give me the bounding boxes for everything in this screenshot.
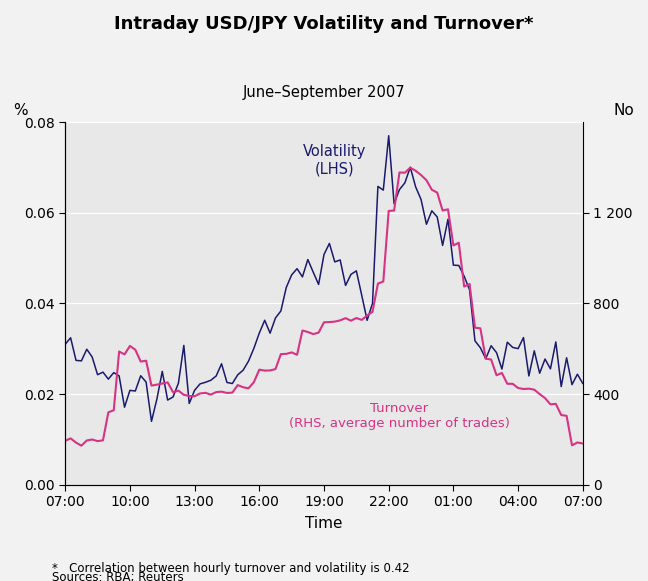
Text: %: %: [14, 103, 28, 119]
Text: Volatility
(LHS): Volatility (LHS): [303, 144, 367, 177]
Text: Intraday USD/JPY Volatility and Turnover*: Intraday USD/JPY Volatility and Turnover…: [114, 15, 534, 33]
Text: No: No: [614, 103, 634, 119]
X-axis label: Time: Time: [305, 516, 343, 531]
Text: *   Correlation between hourly turnover and volatility is 0.42: * Correlation between hourly turnover an…: [52, 562, 410, 575]
Text: Sources: RBA; Reuters: Sources: RBA; Reuters: [52, 571, 183, 581]
Title: June–September 2007: June–September 2007: [243, 85, 405, 99]
Text: Turnover
(RHS, average number of trades): Turnover (RHS, average number of trades): [289, 403, 510, 431]
